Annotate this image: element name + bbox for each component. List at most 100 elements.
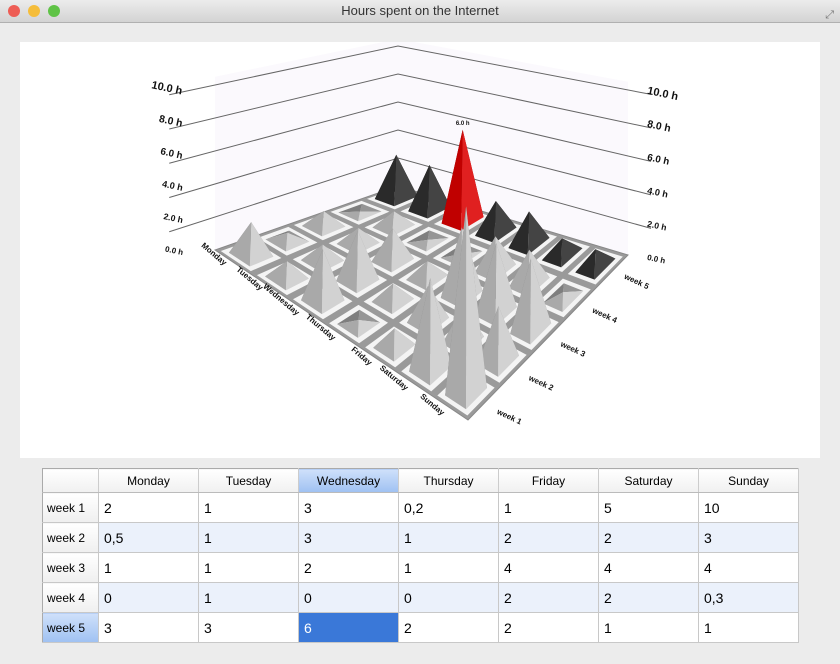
row-header[interactable]: week 4 — [42, 582, 99, 613]
table-cell[interactable]: 2 — [598, 582, 699, 613]
table-cell[interactable]: 3 — [198, 612, 299, 643]
value-axis-label: 8.0 h — [158, 114, 183, 130]
bar — [508, 211, 550, 256]
bar-face — [445, 206, 467, 410]
bar-face — [541, 238, 563, 268]
data-table[interactable]: Monday Tuesday Wednesday Thursday Friday Satu… — [42, 468, 799, 643]
table-cell[interactable]: 0 — [298, 582, 399, 613]
bar-face — [265, 232, 288, 252]
bar-face — [466, 206, 487, 410]
table-cell[interactable]: 3 — [298, 492, 399, 523]
bar — [575, 249, 616, 280]
table-cell[interactable]: 2 — [398, 612, 499, 643]
table-cell[interactable]: 3 — [98, 612, 199, 643]
bar-face — [406, 261, 428, 291]
week-axis-label: week 1 — [495, 407, 524, 427]
bar-face — [264, 261, 288, 291]
bar — [336, 230, 380, 294]
table-cell[interactable]: 1 — [198, 552, 299, 583]
table-cell[interactable]: 2 — [498, 522, 599, 553]
table-cell[interactable]: 3 — [698, 522, 799, 553]
table-cell[interactable]: 2 — [598, 522, 699, 553]
gridline — [169, 45, 652, 96]
bar — [541, 238, 583, 268]
column-header[interactable]: Monday — [98, 468, 199, 493]
bar-face — [358, 211, 382, 222]
close-button[interactable] — [8, 5, 20, 17]
bar-face — [426, 238, 449, 252]
table-cell[interactable]: 1 — [198, 522, 299, 553]
table-cell[interactable]: 1 — [398, 522, 499, 553]
bar-face — [475, 200, 496, 243]
bar-face — [508, 211, 530, 256]
table-cell[interactable]: 1 — [598, 612, 699, 643]
bar-face — [265, 230, 290, 240]
table-cell[interactable]: 0 — [398, 582, 499, 613]
bar-face — [409, 278, 431, 386]
column-header[interactable]: Wednesday — [298, 468, 399, 493]
bar-face — [561, 238, 583, 268]
value-axis-label: 4.0 h — [161, 179, 184, 193]
table-cell[interactable]: 6 — [298, 612, 399, 643]
bar — [338, 203, 382, 222]
table-cell[interactable]: 2 — [98, 492, 199, 523]
table-cell[interactable]: 2 — [498, 612, 599, 643]
bar — [445, 206, 487, 410]
table-cell[interactable]: 0 — [98, 582, 199, 613]
table-cell[interactable]: 1 — [698, 612, 799, 643]
table-cell[interactable]: 1 — [498, 492, 599, 523]
table-cell[interactable]: 1 — [198, 582, 299, 613]
corner-header — [42, 468, 99, 493]
table-cell[interactable]: 1 — [98, 552, 199, 583]
bar — [409, 278, 452, 386]
bar-face — [301, 211, 324, 237]
table-cell[interactable]: 4 — [698, 552, 799, 583]
bar-face — [427, 230, 449, 240]
bar — [371, 228, 415, 273]
table-cell[interactable]: 3 — [298, 522, 399, 553]
column-header[interactable]: Friday — [498, 468, 599, 493]
table-cell[interactable]: 4 — [598, 552, 699, 583]
week-axis-label: week 4 — [590, 305, 619, 325]
table-cell[interactable]: 5 — [598, 492, 699, 523]
bar-face — [301, 249, 323, 315]
bar-face — [285, 261, 309, 291]
bar-chart-3d[interactable]: 0.0 h 0.0 h 2.0 h 2.0 h 4.0 h 4.0 h 6.0 h 6.0 h… — [20, 42, 820, 458]
minimize-button[interactable] — [28, 5, 40, 17]
bar-face — [427, 164, 451, 219]
table-cell[interactable]: 4 — [498, 552, 599, 583]
column-header[interactable]: Thursday — [398, 468, 499, 493]
table-cell[interactable]: 0,2 — [398, 492, 499, 523]
table-cell[interactable]: 1 — [398, 552, 499, 583]
table-cell[interactable]: 10 — [698, 492, 799, 523]
bar-face — [336, 230, 358, 294]
table-cell[interactable]: 2 — [298, 552, 399, 583]
bar — [408, 164, 451, 219]
row-header[interactable]: week 1 — [42, 492, 99, 523]
column-header[interactable]: Saturday — [598, 468, 699, 493]
row-header[interactable]: week 2 — [42, 522, 99, 553]
bar-face — [406, 230, 430, 243]
column-header[interactable]: Tuesday — [198, 468, 299, 493]
value-axis-label: 10.0 h — [646, 85, 679, 103]
bar — [373, 328, 416, 362]
table-cell[interactable]: 0,3 — [698, 582, 799, 613]
row-header[interactable]: week 3 — [42, 552, 99, 583]
table-cell[interactable]: 1 — [198, 492, 299, 523]
value-axis-label: 4.0 h — [646, 185, 669, 199]
value-axis-label: 0.0 h — [164, 245, 184, 258]
value-axis-label: 6.0 h — [646, 152, 670, 167]
zoom-button[interactable] — [48, 5, 60, 17]
gridline — [169, 73, 652, 130]
value-axis-label: 8.0 h — [646, 119, 671, 135]
left-wall — [215, 42, 398, 250]
table-cell[interactable]: 2 — [498, 582, 599, 613]
table-cell[interactable]: 0,5 — [98, 522, 199, 553]
fullscreen-icon[interactable]: ⤢ — [825, 9, 834, 21]
week-axis-label: week 5 — [622, 272, 651, 292]
bar-face — [394, 154, 418, 207]
column-header[interactable]: Sunday — [698, 468, 799, 493]
row-header[interactable]: week 5 — [42, 612, 99, 643]
bar-face — [372, 211, 394, 237]
